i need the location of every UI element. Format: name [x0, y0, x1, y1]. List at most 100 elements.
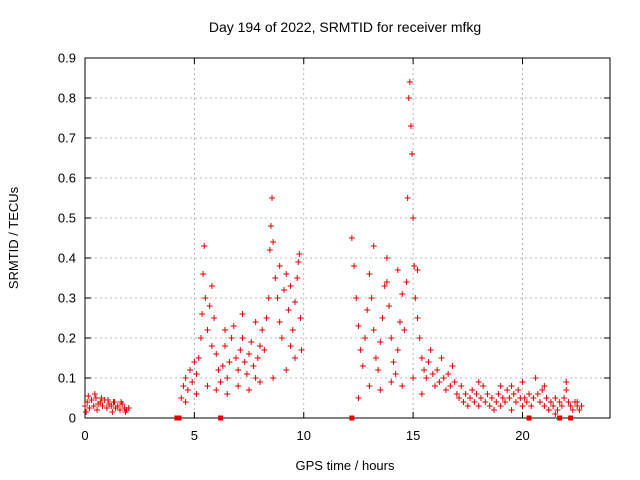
data-point: [252, 375, 259, 381]
data-point: [392, 371, 399, 377]
data-point: [184, 387, 191, 393]
data-point: [377, 387, 384, 393]
data-point: [499, 395, 506, 401]
data-point: [82, 403, 88, 409]
data-point: [512, 399, 519, 405]
data-point: [469, 387, 476, 393]
data-point: [94, 407, 101, 413]
data-point: [287, 343, 294, 349]
data-point: [219, 363, 226, 369]
data-point: [98, 395, 105, 401]
data-point: [88, 397, 95, 403]
data-point: [370, 243, 377, 249]
data-point: [552, 411, 559, 417]
data-point: [270, 239, 277, 245]
data-point: [493, 399, 500, 405]
data-point: [436, 379, 443, 385]
data-point: [199, 311, 206, 317]
data-point: [217, 379, 224, 385]
data-point: [471, 399, 478, 405]
data-point: [297, 315, 304, 321]
data-point: [578, 403, 585, 409]
data-point: [563, 387, 570, 393]
data-point: [519, 403, 526, 409]
data-point: [108, 403, 115, 409]
data-point: [547, 399, 554, 405]
data-point: [208, 283, 215, 289]
data-point: [403, 279, 410, 285]
data-point: [418, 391, 425, 397]
data-point: [276, 263, 283, 269]
data-point: [200, 271, 207, 277]
data-point: [266, 247, 273, 253]
data-point: [440, 375, 447, 381]
data-point: [267, 223, 274, 229]
data-point: [193, 391, 200, 397]
data-point: [195, 355, 202, 361]
data-point: [248, 339, 255, 345]
data-point: [432, 383, 438, 389]
data-point: [451, 379, 458, 385]
data-point: [202, 295, 209, 301]
axis-hit-marker: [176, 415, 182, 421]
x-tick-label: 15: [406, 428, 420, 443]
data-point: [388, 335, 395, 341]
y-tick-label: 0.6: [58, 171, 76, 186]
data-point: [257, 343, 263, 349]
data-point: [285, 307, 292, 313]
data-point: [447, 383, 454, 389]
data-point: [254, 355, 261, 361]
data-point: [111, 399, 118, 405]
data-point: [85, 393, 92, 399]
data-point: [473, 391, 480, 397]
data-point: [510, 391, 517, 397]
data-point: [246, 351, 253, 357]
data-point: [296, 251, 303, 257]
data-point: [228, 335, 235, 341]
data-point: [274, 295, 281, 301]
data-point: [295, 259, 302, 265]
data-point: [222, 343, 228, 349]
data-point: [182, 399, 189, 405]
data-point: [528, 403, 535, 409]
data-point: [399, 383, 406, 389]
data-point: [397, 319, 403, 325]
y-tick-label: 0: [69, 411, 76, 426]
data-point: [394, 267, 401, 273]
data-point: [425, 359, 432, 365]
data-point: [197, 335, 204, 341]
data-point: [211, 315, 218, 321]
tick-labels: 0 0.1 0.2 0.3 0.4 0.5 0.6 0.7 0.8 0.9 0 5 10 15 20: [58, 51, 530, 444]
data-point: [541, 383, 548, 389]
data-point: [208, 343, 215, 349]
data-point: [480, 383, 487, 389]
data-point: [239, 311, 246, 317]
data-point: [366, 271, 373, 277]
data-point: [421, 367, 428, 373]
data-point: [410, 215, 417, 221]
data-point: [545, 407, 552, 413]
data-point: [550, 403, 557, 409]
data-point: [442, 387, 449, 393]
data-point: [362, 335, 368, 341]
data-point: [366, 383, 373, 389]
data-point: [416, 335, 423, 341]
data-point: [103, 405, 110, 411]
data-point: [477, 395, 484, 401]
data-point: [390, 359, 397, 365]
data-point: [410, 375, 417, 381]
data-point: [438, 355, 445, 361]
data-point: [281, 287, 288, 293]
data-point: [272, 275, 279, 281]
data-point: [226, 359, 233, 365]
data-point: [526, 391, 533, 397]
data-point: [99, 403, 106, 409]
data-point: [427, 347, 434, 353]
data-point: [289, 327, 296, 333]
data-point: [368, 295, 375, 301]
data-point: [406, 79, 413, 85]
data-point: [213, 387, 220, 393]
data-point: [357, 347, 364, 353]
data-point: [561, 395, 568, 401]
